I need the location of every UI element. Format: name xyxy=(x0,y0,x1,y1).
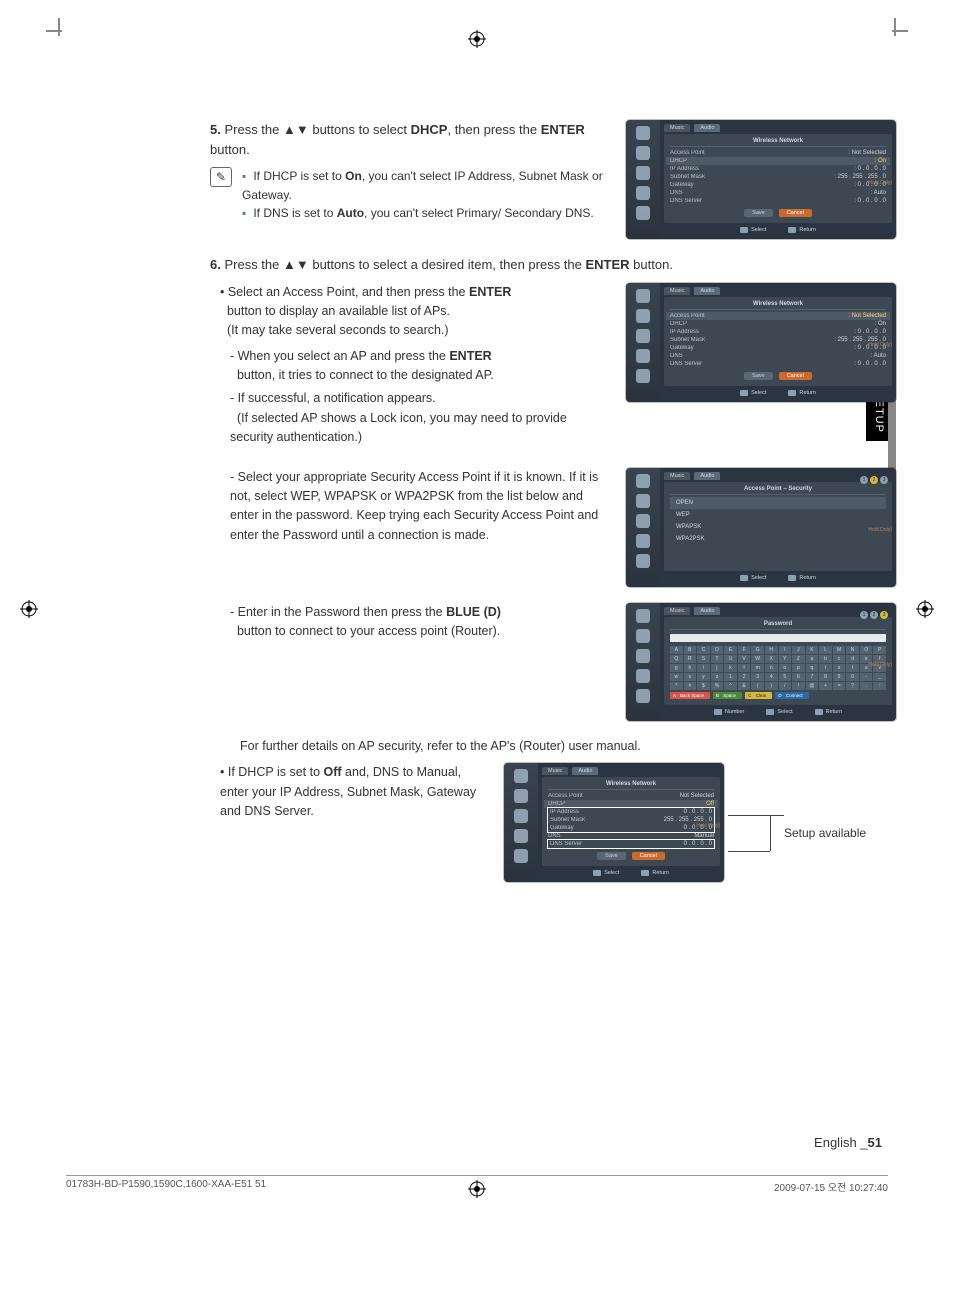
setup-available-label: Setup available xyxy=(784,826,866,840)
print-footer: 01783H-BD-P1590,1590C,1600-XAA-E51 51 20… xyxy=(66,1179,888,1194)
sub-bullet: - When you select an AP and press the EN… xyxy=(220,347,612,386)
note-item: ▪ If DNS is set to Auto, you can't selec… xyxy=(242,204,612,223)
screenshot-ap-select: MusicAudio Wireless Network Access Point… xyxy=(626,283,896,402)
step-6: 6. Press the ▲▼ buttons to select a desi… xyxy=(210,255,896,275)
space-chip: B Space xyxy=(713,692,742,699)
screenshot-security: 123 MusicAudio Access Point – Security O… xyxy=(626,468,896,587)
sub-bullet: - If successful, a notification appears.… xyxy=(220,389,612,447)
backspace-chip: A Back Space xyxy=(670,692,710,699)
callout-line xyxy=(728,815,784,816)
page-number: English _51 xyxy=(814,1135,882,1150)
screenshot-password: 123 MusicAudio Password ABCDEFGHIJKLMNOP… xyxy=(626,603,896,721)
callout-line xyxy=(728,851,770,852)
clear-chip: C Clear xyxy=(745,692,772,699)
callout-line xyxy=(770,815,771,851)
sub-bullet: - Select your appropriate Security Acces… xyxy=(220,468,612,546)
bullet: • Select an Access Point, and then press… xyxy=(220,283,612,341)
note-icon: ✎ xyxy=(210,167,232,187)
screenshot-dhcp-off: MusicAudio Wireless Network Access Point… xyxy=(504,763,724,882)
sub-bullet: - Enter in the Password then press the B… xyxy=(220,603,612,642)
screenshot-dhcp-on: MusicAudio Wireless Network Access Point… xyxy=(626,120,896,239)
connect-chip: D Connect xyxy=(775,692,808,699)
bullet: • If DHCP is set to Off and, DNS to Manu… xyxy=(220,763,490,821)
keyboard-grid: ABCDEFGHIJKLMNOPQRSTUVWXYZabcdefghijklmn… xyxy=(670,646,886,690)
ap-detail-note: For further details on AP security, refe… xyxy=(210,737,896,756)
step-5: 5. Press the ▲▼ buttons to select DHCP, … xyxy=(210,120,612,159)
note-item: ▪ If DHCP is set to On, you can't select… xyxy=(242,167,612,204)
